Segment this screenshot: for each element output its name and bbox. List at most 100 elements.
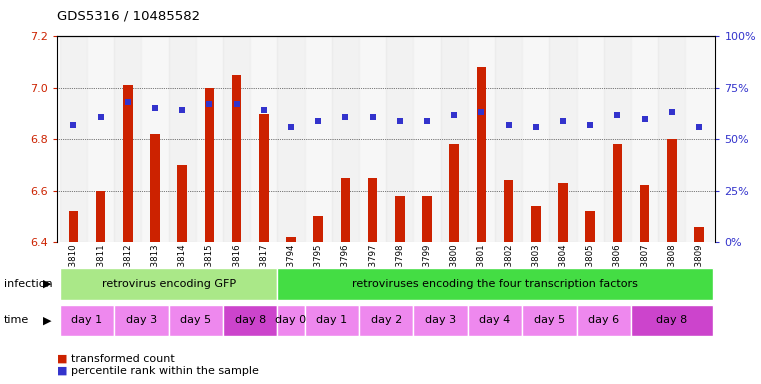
Text: time: time bbox=[4, 315, 29, 325]
Bar bbox=[150, 134, 160, 242]
Point bbox=[176, 108, 188, 114]
Text: ▶: ▶ bbox=[43, 279, 52, 289]
Bar bbox=[577, 36, 603, 242]
Text: day 6: day 6 bbox=[588, 315, 619, 325]
Bar bbox=[413, 36, 441, 242]
Bar bbox=[549, 36, 577, 242]
Bar bbox=[205, 88, 214, 242]
Bar bbox=[341, 178, 350, 242]
Bar bbox=[359, 305, 413, 336]
Point bbox=[530, 124, 542, 130]
Text: day 2: day 2 bbox=[371, 315, 402, 325]
Text: day 5: day 5 bbox=[534, 315, 565, 325]
Bar bbox=[60, 305, 114, 336]
Bar bbox=[577, 305, 631, 336]
Bar bbox=[504, 180, 514, 242]
Point bbox=[67, 122, 79, 128]
Bar bbox=[223, 36, 250, 242]
Point bbox=[258, 108, 270, 114]
Text: infection: infection bbox=[4, 279, 53, 289]
Text: day 8: day 8 bbox=[656, 315, 687, 325]
Bar bbox=[332, 36, 359, 242]
Bar bbox=[232, 75, 241, 242]
Text: day 1: day 1 bbox=[317, 315, 347, 325]
Bar bbox=[123, 85, 132, 242]
Point bbox=[285, 124, 297, 130]
Point bbox=[666, 109, 678, 116]
Bar bbox=[286, 237, 296, 242]
Bar bbox=[531, 206, 540, 242]
Bar bbox=[522, 36, 549, 242]
Text: day 0: day 0 bbox=[275, 315, 307, 325]
Bar bbox=[522, 305, 577, 336]
Point bbox=[693, 124, 705, 130]
Point bbox=[476, 109, 488, 116]
Bar bbox=[495, 36, 522, 242]
Point bbox=[502, 122, 514, 128]
Point bbox=[367, 114, 379, 120]
Bar bbox=[68, 211, 78, 242]
Bar bbox=[450, 144, 459, 242]
Bar bbox=[441, 36, 468, 242]
Bar bbox=[413, 305, 468, 336]
Point bbox=[638, 116, 651, 122]
Bar bbox=[631, 305, 712, 336]
Bar bbox=[658, 36, 686, 242]
Bar bbox=[278, 268, 712, 300]
Text: GDS5316 / 10485582: GDS5316 / 10485582 bbox=[57, 10, 200, 23]
Text: day 3: day 3 bbox=[425, 315, 456, 325]
Bar bbox=[250, 36, 278, 242]
Bar bbox=[196, 36, 223, 242]
Bar bbox=[114, 36, 142, 242]
Bar bbox=[60, 268, 278, 300]
Bar bbox=[476, 67, 486, 242]
Bar bbox=[631, 36, 658, 242]
Bar bbox=[223, 305, 278, 336]
Point bbox=[231, 101, 243, 108]
Text: retrovirus encoding GFP: retrovirus encoding GFP bbox=[101, 279, 236, 289]
Bar bbox=[87, 36, 114, 242]
Bar bbox=[395, 196, 405, 242]
Bar bbox=[613, 144, 622, 242]
Point bbox=[312, 118, 324, 124]
Point bbox=[203, 101, 215, 108]
Bar bbox=[422, 196, 431, 242]
Bar bbox=[60, 36, 87, 242]
Bar bbox=[169, 36, 196, 242]
Text: ▶: ▶ bbox=[43, 315, 52, 325]
Point bbox=[94, 114, 107, 120]
Bar bbox=[142, 36, 169, 242]
Bar bbox=[177, 165, 187, 242]
Text: day 4: day 4 bbox=[479, 315, 511, 325]
Text: day 8: day 8 bbox=[234, 315, 266, 325]
Text: ■: ■ bbox=[57, 366, 68, 376]
Point bbox=[122, 99, 134, 105]
Bar bbox=[304, 36, 332, 242]
Text: percentile rank within the sample: percentile rank within the sample bbox=[71, 366, 259, 376]
Bar bbox=[559, 183, 568, 242]
Bar bbox=[386, 36, 413, 242]
Bar bbox=[259, 114, 269, 242]
Bar bbox=[686, 36, 712, 242]
Point bbox=[584, 122, 597, 128]
Bar bbox=[278, 36, 304, 242]
Point bbox=[393, 118, 406, 124]
Bar bbox=[114, 305, 169, 336]
Text: day 3: day 3 bbox=[126, 315, 157, 325]
Point bbox=[557, 118, 569, 124]
Bar bbox=[169, 305, 223, 336]
Bar bbox=[368, 178, 377, 242]
Bar bbox=[640, 185, 649, 242]
Text: day 5: day 5 bbox=[180, 315, 212, 325]
Point bbox=[611, 111, 623, 118]
Bar bbox=[304, 305, 359, 336]
Bar bbox=[603, 36, 631, 242]
Bar bbox=[314, 216, 323, 242]
Point bbox=[421, 118, 433, 124]
Point bbox=[448, 111, 460, 118]
Bar bbox=[278, 305, 304, 336]
Bar bbox=[468, 305, 522, 336]
Bar bbox=[694, 227, 704, 242]
Bar bbox=[96, 190, 105, 242]
Point bbox=[149, 105, 161, 111]
